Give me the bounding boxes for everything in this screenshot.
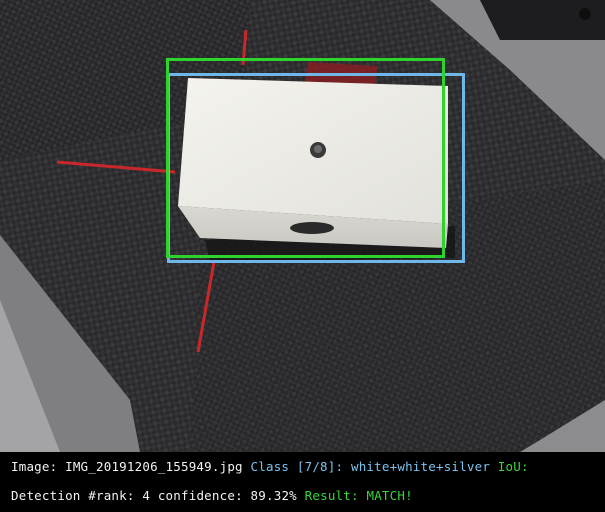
- image-label: Image:: [11, 459, 58, 474]
- detection-rank-label: Detection #rank:: [11, 488, 135, 503]
- caption-line-image-class: Image: IMG_20191206_155949.jpg Class [7/…: [11, 459, 529, 475]
- caption-line-detection: Detection #rank: 4 confidence: 89.32% Re…: [11, 488, 413, 504]
- detection-caption: Image: IMG_20191206_155949.jpg Class [7/…: [0, 452, 605, 512]
- detection-rank-value: 4: [142, 488, 151, 503]
- class-value: white+white+silver: [350, 459, 491, 474]
- image-filename: IMG_20191206_155949.jpg: [65, 459, 243, 474]
- iou-label: IoU:: [497, 459, 529, 474]
- confidence-label: confidence:: [157, 488, 243, 503]
- result-value: MATCH!: [366, 488, 413, 503]
- prediction-bounding-box: [166, 58, 445, 258]
- detection-photo: [0, 0, 605, 452]
- result-label: Result:: [304, 488, 359, 503]
- class-label: Class [7/8]:: [250, 459, 344, 474]
- confidence-value: 89.32%: [250, 488, 297, 503]
